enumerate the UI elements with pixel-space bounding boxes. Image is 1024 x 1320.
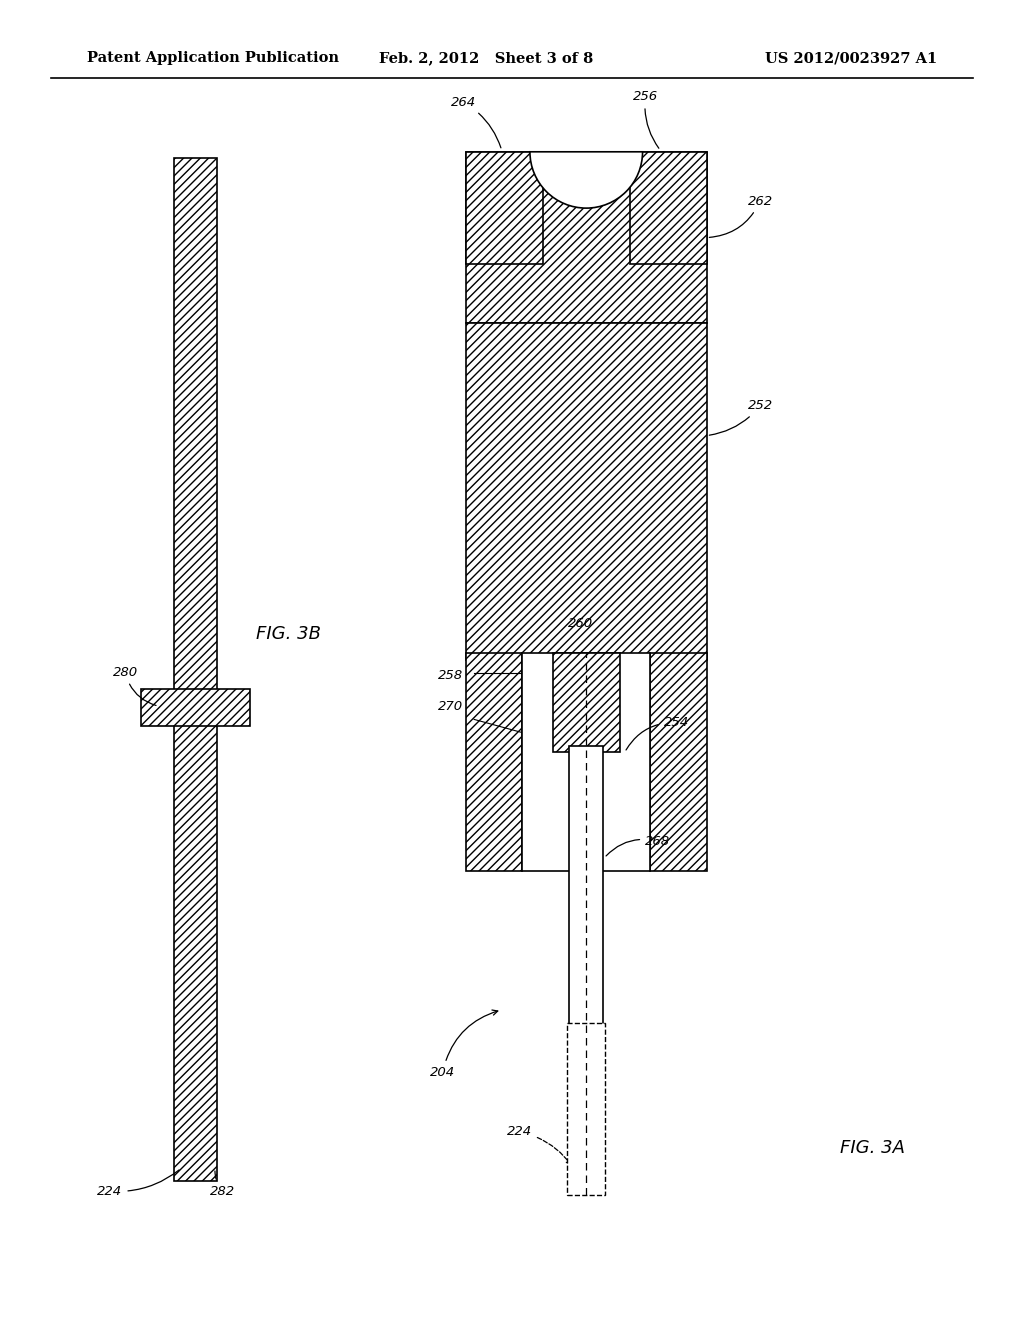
- Text: 262: 262: [710, 194, 773, 238]
- Text: Feb. 2, 2012   Sheet 3 of 8: Feb. 2, 2012 Sheet 3 of 8: [379, 51, 594, 65]
- Text: 270: 270: [438, 700, 464, 713]
- Bar: [466, 152, 707, 323]
- Bar: [567, 1023, 605, 1195]
- Text: 258: 258: [438, 669, 464, 682]
- Text: US 2012/0023927 A1: US 2012/0023927 A1: [765, 51, 937, 65]
- Text: 264: 264: [451, 95, 501, 148]
- Text: 260: 260: [568, 616, 594, 630]
- Text: 268: 268: [606, 834, 671, 855]
- Bar: [141, 689, 250, 726]
- Bar: [174, 158, 217, 1181]
- Text: FIG. 3B: FIG. 3B: [256, 624, 321, 643]
- Text: 224: 224: [97, 1170, 179, 1197]
- Bar: [466, 323, 707, 660]
- Text: 282: 282: [210, 1171, 236, 1197]
- Bar: [466, 152, 543, 264]
- Text: Patent Application Publication: Patent Application Publication: [87, 51, 339, 65]
- Text: FIG. 3A: FIG. 3A: [840, 1139, 904, 1158]
- Bar: [553, 653, 620, 752]
- Bar: [466, 653, 522, 871]
- Text: 256: 256: [633, 90, 658, 148]
- Text: 280: 280: [113, 665, 156, 705]
- Wedge shape: [530, 152, 643, 209]
- Text: 224: 224: [507, 1125, 571, 1164]
- Bar: [630, 152, 707, 264]
- Text: 254: 254: [626, 715, 689, 750]
- Text: 204: 204: [430, 1010, 498, 1078]
- Bar: [569, 746, 603, 1030]
- Bar: [522, 653, 650, 871]
- Text: 252: 252: [710, 399, 773, 436]
- Bar: [650, 653, 707, 871]
